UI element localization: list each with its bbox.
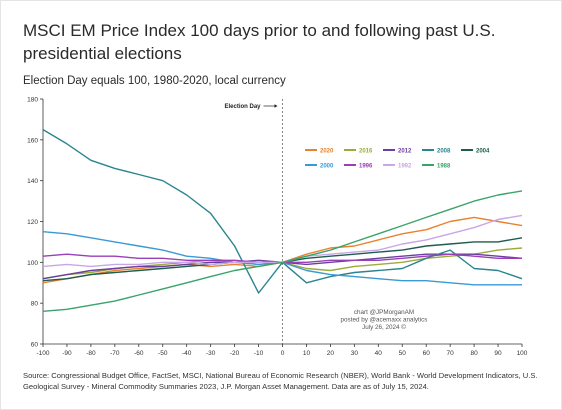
y-tick-label: 60 <box>31 342 39 349</box>
credit-line: July 26, 2024 © <box>362 323 406 331</box>
x-tick-label: -50 <box>158 350 168 357</box>
chart-series <box>42 128 523 312</box>
x-tick-label: -100 <box>36 350 49 357</box>
series-line-1988 <box>42 190 523 312</box>
x-tick-label: -10 <box>254 350 264 357</box>
chart-legend: 2020 2016 2012 2008 2004 2000 1996 1992 1988 <box>305 148 490 169</box>
x-tick-label: 90 <box>494 350 502 357</box>
x-tick-label: 100 <box>517 350 528 357</box>
x-tick-label: 0 <box>281 350 285 357</box>
y-tick-label: 100 <box>27 260 38 267</box>
x-tick-label: -80 <box>86 350 96 357</box>
chart-title: MSCI EM Price Index 100 days prior to an… <box>23 21 496 63</box>
legend-label-2008: 2008 <box>437 148 451 154</box>
credit-line: posted by @acemaxx analytics <box>341 317 428 324</box>
x-tick-label: 60 <box>423 350 431 357</box>
y-tick-label: 140 <box>27 178 38 185</box>
y-tick-label: 80 <box>31 301 39 308</box>
y-tick-label: 120 <box>27 219 38 226</box>
legend-label-2000: 2000 <box>320 163 334 169</box>
x-tick-label: 80 <box>470 350 478 357</box>
x-tick-label: 20 <box>327 350 335 357</box>
x-tick-label: 70 <box>447 350 455 357</box>
chart-subtitle: Election Day equals 100, 1980-2020, loca… <box>23 75 286 87</box>
legend-label-2012: 2012 <box>398 148 412 154</box>
x-tick-label: -60 <box>134 350 144 357</box>
x-tick-label: -70 <box>110 350 120 357</box>
legend-label-2020: 2020 <box>320 148 334 154</box>
x-tick-label: -30 <box>206 350 216 357</box>
x-tick-label: -20 <box>230 350 240 357</box>
x-tick-label: -90 <box>62 350 72 357</box>
legend-label-2016: 2016 <box>359 148 373 154</box>
x-tick-label: 40 <box>375 350 383 357</box>
credit-line: chart @JPMorganAM <box>354 309 414 316</box>
y-tick-label: 180 <box>27 97 38 104</box>
y-tick-label: 160 <box>27 137 38 144</box>
legend-label-1988: 1988 <box>437 163 451 169</box>
legend-label-1992: 1992 <box>398 163 412 169</box>
x-tick-label: 10 <box>303 350 311 357</box>
legend-label-1996: 1996 <box>359 163 373 169</box>
legend-label-2004: 2004 <box>476 148 490 154</box>
x-tick-label: 30 <box>351 350 359 357</box>
x-tick-label: -40 <box>182 350 192 357</box>
election-day-label: Election Day <box>224 104 261 110</box>
election-day-arrowhead <box>274 104 278 108</box>
x-tick-label: 50 <box>399 350 407 357</box>
source-note: Source: Congressional Budget Office, Fac… <box>23 371 538 391</box>
